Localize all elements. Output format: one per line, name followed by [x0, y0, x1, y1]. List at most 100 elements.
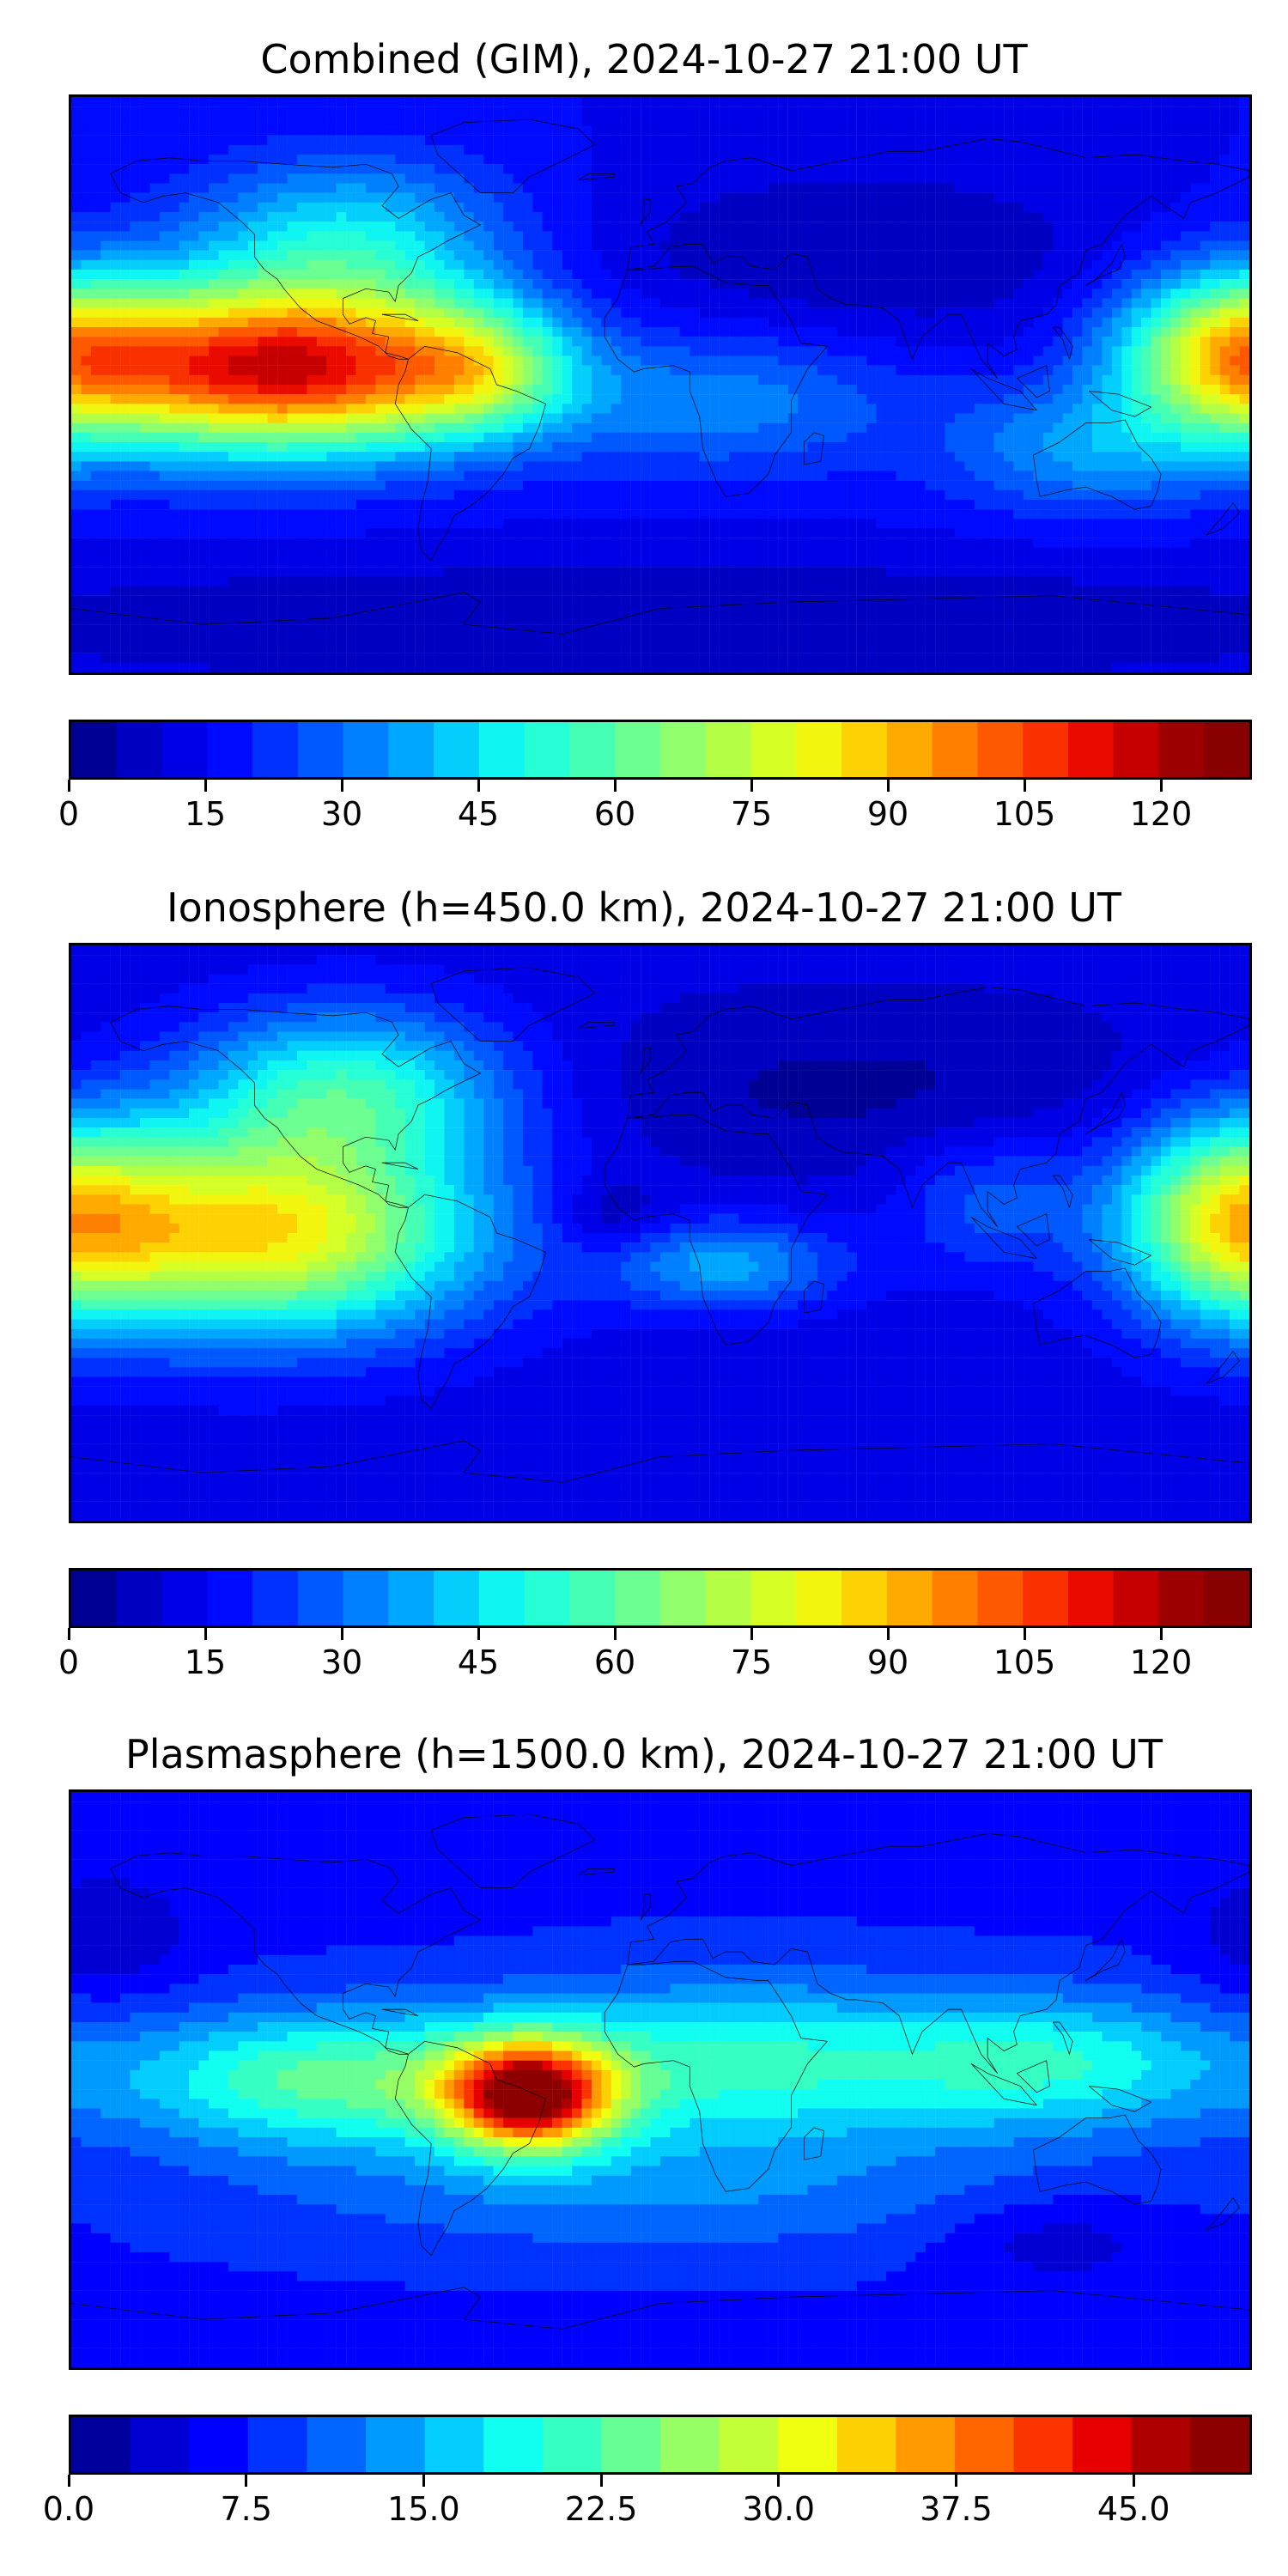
contour-cell [729, 374, 739, 386]
contour-cell [581, 279, 592, 289]
contour-cell [1190, 471, 1201, 481]
contour-cell [1072, 212, 1083, 222]
contour-cell [1170, 317, 1182, 328]
contour-cell [621, 106, 631, 117]
contour-cell [630, 337, 641, 347]
contour-cell [670, 202, 681, 213]
contour-cell [366, 307, 376, 319]
contour-cell [621, 471, 631, 481]
contour-cell [336, 442, 347, 453]
contour-cell [1033, 327, 1044, 337]
contour-cell [572, 317, 582, 328]
contour-cell [375, 135, 386, 146]
contour-cell [316, 404, 327, 414]
contour-cell [159, 461, 170, 471]
contour-cell [591, 212, 602, 222]
contour-cell [287, 222, 298, 232]
contour-cell [513, 222, 524, 232]
contour-cell [71, 432, 82, 443]
contour-cell [925, 259, 936, 270]
contour-cell [1190, 404, 1201, 414]
contour-cell [601, 259, 612, 270]
contour-cell [1161, 365, 1171, 376]
contour-cell [768, 212, 779, 222]
contour-cell [856, 317, 867, 328]
contour-cell [827, 327, 837, 337]
contour-cell [964, 327, 975, 337]
contour-cell [798, 289, 808, 299]
contour-cell [984, 144, 994, 155]
contour-cell [974, 97, 985, 107]
contour-cell [1151, 394, 1162, 404]
contour-cell [827, 452, 837, 462]
contour-cell [149, 173, 161, 184]
contour-cell [827, 279, 837, 289]
contour-cell [1013, 480, 1024, 491]
contour-cell [140, 422, 150, 434]
contour-cell [562, 116, 573, 126]
contour-cell [198, 452, 210, 462]
contour-cell [1111, 432, 1122, 443]
contour-cell [758, 394, 769, 404]
contour-cell [905, 183, 916, 193]
contour-cell [738, 337, 750, 347]
contour-cell [130, 125, 141, 136]
contour-cell [375, 116, 386, 126]
contour-cell [866, 202, 877, 213]
contour-cell [1200, 413, 1211, 423]
contour-cell [817, 97, 828, 107]
contour-cell [198, 212, 210, 222]
contour-cell [1230, 135, 1240, 146]
contour-cell [444, 307, 455, 319]
contour-cell [1219, 155, 1230, 165]
contour-cell [1042, 346, 1054, 356]
contour-cell [935, 413, 945, 423]
contour-cell [836, 250, 848, 261]
contour-cell [346, 307, 356, 319]
contour-cell [267, 116, 278, 126]
contour-cell [493, 125, 504, 136]
contour-cell [974, 365, 985, 376]
contour-cell [1042, 250, 1054, 261]
contour-cell [562, 144, 573, 155]
contour-cell [856, 327, 867, 337]
contour-cell [964, 404, 975, 414]
contour-cell [385, 298, 396, 308]
contour-cell [140, 480, 150, 491]
contour-cell [532, 365, 543, 376]
contour-cell [974, 307, 985, 319]
contour-cell [699, 97, 710, 107]
contour-cell [110, 432, 121, 443]
contour-cell [1024, 183, 1034, 193]
contour-cell [1151, 164, 1162, 174]
contour-cell [1151, 442, 1162, 453]
contour-cell [277, 212, 288, 222]
contour-cell [522, 183, 533, 193]
contour-cell [179, 106, 190, 117]
contour-cell [1200, 471, 1211, 481]
contour-cell [719, 144, 730, 155]
contour-cell [1111, 317, 1122, 328]
contour-cell [532, 432, 543, 443]
contour-cell [169, 106, 179, 117]
contour-cell [198, 298, 210, 308]
contour-cell [601, 442, 612, 453]
contour-cell [287, 365, 298, 376]
contour-cell [424, 259, 435, 270]
contour-cell [1141, 106, 1151, 117]
contour-cell [493, 413, 504, 423]
contour-cell [296, 164, 307, 174]
contour-cell [346, 394, 356, 404]
contour-cell [179, 183, 190, 193]
contour-cell [1082, 250, 1093, 261]
contour-cell [238, 250, 248, 261]
contour-cell [159, 337, 170, 347]
contour-cell [1210, 385, 1220, 395]
contour-cell [993, 279, 1005, 289]
contour-cell [267, 337, 278, 347]
contour-cell [277, 346, 288, 356]
contour-cell [974, 452, 985, 462]
contour-cell [326, 307, 337, 319]
contour-cell [169, 289, 179, 299]
contour-cell [1053, 106, 1063, 117]
